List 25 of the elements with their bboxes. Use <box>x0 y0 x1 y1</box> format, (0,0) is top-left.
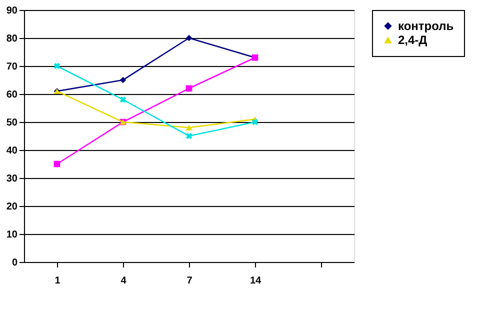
point <box>186 85 192 92</box>
y-tick-label: 10 <box>6 230 18 240</box>
x-tick-label: 7 <box>186 276 193 286</box>
y-tick-label: 40 <box>6 146 18 156</box>
point <box>186 34 192 42</box>
point <box>120 76 126 84</box>
point <box>120 96 126 103</box>
y-tick-label: 90 <box>6 6 18 16</box>
y-tick-label: 60 <box>6 90 18 100</box>
x-tick-label: 14 <box>250 276 262 286</box>
y-tick-label: 0 <box>12 258 18 268</box>
y-tick-label: 30 <box>6 174 18 184</box>
y-tick-label: 20 <box>6 202 18 212</box>
legend-label: контроль <box>398 19 454 33</box>
legend-label: 2,4-Д <box>398 33 428 47</box>
point <box>54 160 60 168</box>
x-tick-label: 1 <box>54 276 61 286</box>
point <box>54 62 60 70</box>
y-tick-label: 50 <box>6 118 18 128</box>
y-tick-label: 70 <box>6 62 18 72</box>
x-tick-label: 4 <box>120 276 127 286</box>
point <box>186 132 192 140</box>
point <box>252 118 258 126</box>
point <box>186 124 192 130</box>
y-tick-label: 80 <box>6 34 18 44</box>
